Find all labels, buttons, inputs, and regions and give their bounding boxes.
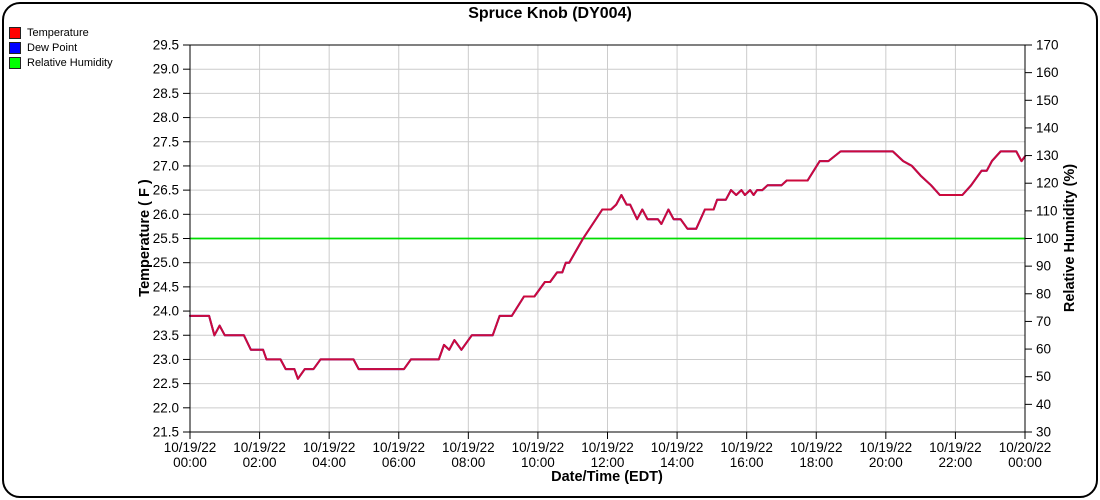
right-tick-label: 50	[1036, 369, 1051, 384]
left-tick-label: 26.0	[153, 207, 179, 222]
x-tick-time: 18:00	[799, 455, 833, 470]
left-axis-title: Temperature ( F )	[137, 179, 153, 297]
right-tick-label: 100	[1036, 231, 1059, 246]
x-tick-time: 12:00	[591, 455, 625, 470]
left-tick-label: 22.5	[153, 376, 179, 391]
dew-point-swatch-icon	[9, 41, 21, 54]
right-tick-label: 130	[1036, 148, 1059, 163]
right-tick-label: 120	[1036, 176, 1059, 191]
left-tick-label: 24.5	[153, 279, 179, 294]
right-tick-label: 60	[1036, 342, 1051, 357]
x-tick-date: 10/19/22	[651, 440, 704, 455]
right-tick-label: 70	[1036, 314, 1051, 329]
series-temperature	[189, 150, 1026, 380]
legend-label: Dew Point	[27, 41, 78, 54]
left-tick-label: 24.0	[153, 304, 179, 319]
legend-item-dew-point: Dew Point	[9, 41, 113, 54]
legend-label: Relative Humidity	[27, 56, 113, 69]
left-tick-label: 25.0	[153, 255, 179, 270]
right-tick-label: 170	[1036, 38, 1059, 53]
x-tick-date: 10/19/22	[164, 440, 217, 455]
x-tick-time: 00:00	[173, 455, 207, 470]
x-tick-date: 10/19/22	[581, 440, 634, 455]
x-tick-date: 10/19/22	[790, 440, 843, 455]
right-tick-label: 150	[1036, 93, 1059, 108]
x-tick-time: 02:00	[243, 455, 277, 470]
x-tick-date: 10/20/22	[999, 440, 1052, 455]
series-layer	[189, 150, 1026, 380]
x-tick-time: 22:00	[939, 455, 973, 470]
legend-label: Temperature	[27, 26, 89, 39]
x-tick-time: 04:00	[312, 455, 346, 470]
right-tick-label: 90	[1036, 259, 1051, 274]
x-tick-date: 10/19/22	[442, 440, 495, 455]
left-tick-label: 27.0	[153, 158, 179, 173]
left-tick-label: 27.5	[153, 134, 179, 149]
left-tick-label: 23.5	[153, 328, 179, 343]
legend-item-relative-humidity: Relative Humidity	[9, 56, 113, 69]
ticks-layer: 21.5 22.0 22.5 23.0 23.5 24.0 24.5 25.0 25.5 26.0…	[153, 38, 1059, 471]
x-tick-date: 10/19/22	[860, 440, 913, 455]
x-tick-date: 10/19/22	[372, 440, 425, 455]
x-axis-title: Date/Time (EDT)	[551, 469, 663, 485]
right-tick-label: 140	[1036, 120, 1059, 135]
right-tick-label: 30	[1036, 425, 1051, 440]
x-tick-time: 06:00	[382, 455, 416, 470]
left-tick-label: 23.0	[153, 352, 179, 367]
right-tick-label: 80	[1036, 286, 1051, 301]
x-tick-time: 14:00	[660, 455, 694, 470]
x-tick-time: 08:00	[451, 455, 485, 470]
right-axis-title: Relative Humidity (%)	[1062, 164, 1078, 312]
left-tick-label: 21.5	[153, 425, 179, 440]
left-tick-label: 29.0	[153, 62, 179, 77]
x-tick-time: 10:00	[521, 455, 555, 470]
legend: Temperature Dew Point Relative Humidity	[9, 26, 113, 72]
x-tick-time: 00:00	[1008, 455, 1042, 470]
x-tick-date: 10/19/22	[720, 440, 773, 455]
left-tick-label: 28.0	[153, 110, 179, 125]
x-tick-time: 16:00	[730, 455, 764, 470]
left-tick-label: 28.5	[153, 86, 179, 101]
plot-border	[189, 44, 1026, 433]
temperature-swatch-icon	[9, 26, 21, 39]
left-tick-label: 22.0	[153, 400, 179, 415]
right-tick-label: 110	[1036, 203, 1058, 218]
grid-layer	[190, 45, 1025, 432]
x-tick-date: 10/19/22	[929, 440, 982, 455]
x-tick-date: 10/19/22	[512, 440, 565, 455]
left-tick-label: 29.5	[153, 38, 179, 53]
left-tick-label: 26.5	[153, 183, 179, 198]
relative-humidity-swatch-icon	[9, 56, 21, 69]
right-tick-label: 40	[1036, 397, 1051, 412]
chart-title: Spruce Knob (DY004)	[468, 5, 632, 22]
left-tick-label: 25.5	[153, 231, 179, 246]
right-tick-label: 160	[1036, 65, 1059, 80]
x-tick-date: 10/19/22	[233, 440, 286, 455]
legend-item-temperature: Temperature	[9, 26, 113, 39]
x-tick-date: 10/19/22	[303, 440, 356, 455]
x-tick-time: 20:00	[869, 455, 903, 470]
